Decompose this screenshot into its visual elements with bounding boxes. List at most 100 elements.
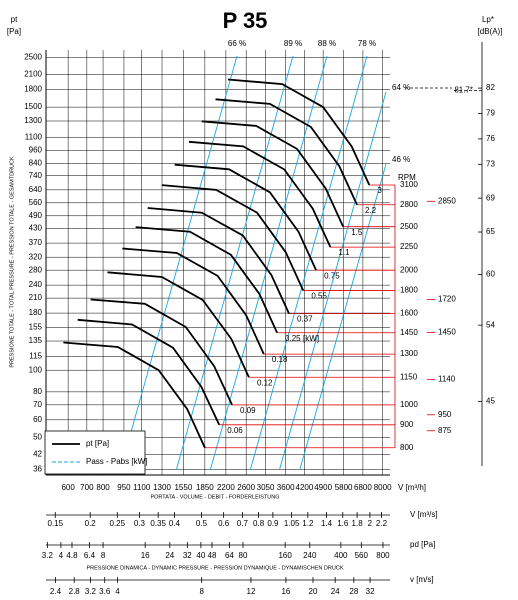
efficiency-label: 89 % bbox=[284, 39, 302, 48]
efficiency-line bbox=[299, 163, 387, 471]
secondary-tick-label: 32 bbox=[183, 551, 192, 560]
x-tick-label: 4900 bbox=[314, 483, 332, 492]
power-label: 0.75 bbox=[324, 271, 340, 280]
lp-rpm-label: 1140 bbox=[438, 374, 456, 383]
y-tick-label: 960 bbox=[29, 146, 43, 155]
secondary-tick-label: 0.5 bbox=[196, 519, 208, 528]
secondary-tick-label: 40 bbox=[196, 551, 205, 560]
legend-box bbox=[44, 430, 146, 475]
secondary-tick-label: 4 bbox=[115, 587, 120, 596]
y-tick-label: 740 bbox=[29, 171, 43, 180]
rpm-label: 1450 bbox=[400, 328, 418, 337]
lp-tick-label: 54 bbox=[486, 320, 495, 329]
rpm-label: 2500 bbox=[400, 222, 418, 231]
power-label: 2.2 bbox=[365, 206, 377, 215]
fan-curve bbox=[215, 98, 358, 206]
y-tick-label: 490 bbox=[29, 211, 43, 220]
y-unit: [Pa] bbox=[7, 27, 21, 36]
rpm-label: 1600 bbox=[400, 309, 418, 318]
power-label: 0.25 bbox=[285, 334, 301, 343]
x-tick-label: 1300 bbox=[153, 483, 171, 492]
lp-rpm-label: 875 bbox=[438, 426, 452, 435]
fan-curve bbox=[122, 247, 265, 355]
y-tick-label: 1500 bbox=[24, 102, 42, 111]
fan-curve bbox=[107, 271, 250, 378]
secondary-tick-label: 0.8 bbox=[253, 519, 265, 528]
efficiency-line bbox=[175, 55, 294, 471]
power-unit: [kW] bbox=[303, 334, 319, 343]
lp-rpm-label: 2850 bbox=[438, 196, 456, 205]
secondary-tick-label: 20 bbox=[309, 587, 318, 596]
fan-curve bbox=[227, 78, 371, 186]
power-label: 0.55 bbox=[311, 292, 327, 301]
secondary-tick-label: 1.6 bbox=[337, 519, 349, 528]
x-tick-label: 2600 bbox=[237, 483, 255, 492]
power-label: 0.09 bbox=[240, 406, 256, 415]
y-tick-label: 42 bbox=[33, 450, 42, 459]
lp-tick-label: 60 bbox=[486, 269, 495, 278]
efficiency-line bbox=[119, 55, 238, 471]
x-tick-label: 8000 bbox=[374, 483, 392, 492]
x-tick-label: 1100 bbox=[133, 483, 151, 492]
power-label: 0.06 bbox=[227, 426, 243, 435]
fan-curve bbox=[161, 184, 305, 291]
rpm-label: 2250 bbox=[400, 242, 418, 251]
fan-curve bbox=[135, 226, 278, 334]
power-label: 1.1 bbox=[338, 248, 350, 257]
rpm-label: 800 bbox=[400, 443, 414, 452]
efficiency-label: 88 % bbox=[318, 39, 336, 48]
x-tick-label: 950 bbox=[117, 483, 131, 492]
secondary-tick-label: 400 bbox=[334, 551, 348, 560]
lp-tick-label: 79 bbox=[486, 109, 495, 118]
secondary-tick-label: 12 bbox=[247, 587, 256, 596]
rpm-label: 2800 bbox=[400, 200, 418, 209]
rpm-label: 2000 bbox=[400, 265, 418, 274]
secondary-tick-label: 800 bbox=[376, 551, 390, 560]
fan-curve bbox=[90, 298, 233, 406]
lp-unit: [dB(A)] bbox=[478, 27, 503, 36]
secondary-tick-label: 3.6 bbox=[99, 587, 111, 596]
rpm-title: RPM bbox=[398, 173, 416, 182]
fan-curve bbox=[77, 318, 221, 426]
secondary-tick-label: 80 bbox=[239, 551, 248, 560]
x-tick-label: 3050 bbox=[257, 483, 275, 492]
secondary-tick-label: 2.2 bbox=[376, 519, 388, 528]
lp-tick-label: 81.7* bbox=[454, 86, 473, 95]
x-tick-label: 2200 bbox=[217, 483, 235, 492]
lp-rpm-label: 950 bbox=[438, 410, 452, 419]
power-label: 0.37 bbox=[297, 315, 313, 324]
y-tick-label: 2100 bbox=[24, 70, 42, 79]
secondary-tick-label: 16 bbox=[141, 551, 150, 560]
y-tick-label: 115 bbox=[29, 352, 42, 361]
x-tick-label: 3600 bbox=[277, 483, 295, 492]
y-tick-label: 2500 bbox=[24, 53, 42, 62]
y-tick-label: 1800 bbox=[24, 85, 42, 94]
rpm-label: 1800 bbox=[400, 286, 418, 295]
secondary-tick-label: 32 bbox=[366, 587, 375, 596]
power-label: 3 bbox=[377, 186, 382, 195]
secondary-tick-label: 6.4 bbox=[84, 551, 96, 560]
secondary-tick-label: 0.2 bbox=[85, 519, 97, 528]
fan-curve bbox=[63, 341, 206, 449]
x-axis-title: PORTATA - VOLUME - DEBIT - FORDERLEISTUN… bbox=[150, 494, 279, 500]
y-tick-label: 240 bbox=[29, 280, 43, 289]
y-tick-label: 430 bbox=[29, 224, 43, 233]
secondary-tick-label: 1.8 bbox=[352, 519, 364, 528]
legend-label: pt [Pa] bbox=[86, 439, 109, 448]
y-tick-label: 180 bbox=[29, 308, 43, 317]
lp-tick-label: 73 bbox=[486, 159, 495, 168]
secondary-tick-label: 64 bbox=[225, 551, 234, 560]
lp-tick-label: 76 bbox=[486, 134, 495, 143]
x-tick-label: 1550 bbox=[174, 483, 192, 492]
secondary-tick-label: 3.2 bbox=[42, 551, 54, 560]
secondary-tick-label: 24 bbox=[331, 587, 340, 596]
secondary-axis-label: V [m³/s] bbox=[410, 510, 438, 519]
y-tick-label: 50 bbox=[33, 433, 42, 442]
legend-label: Pass - Pabs [kW] bbox=[86, 457, 147, 466]
fan-curve bbox=[174, 163, 317, 271]
secondary-tick-label: 2.4 bbox=[50, 587, 62, 596]
x-tick-label: 800 bbox=[96, 483, 110, 492]
lp-rpm-label: 1450 bbox=[438, 328, 456, 337]
secondary-tick-label: 2 bbox=[368, 519, 373, 528]
y-tick-label: 70 bbox=[33, 400, 42, 409]
